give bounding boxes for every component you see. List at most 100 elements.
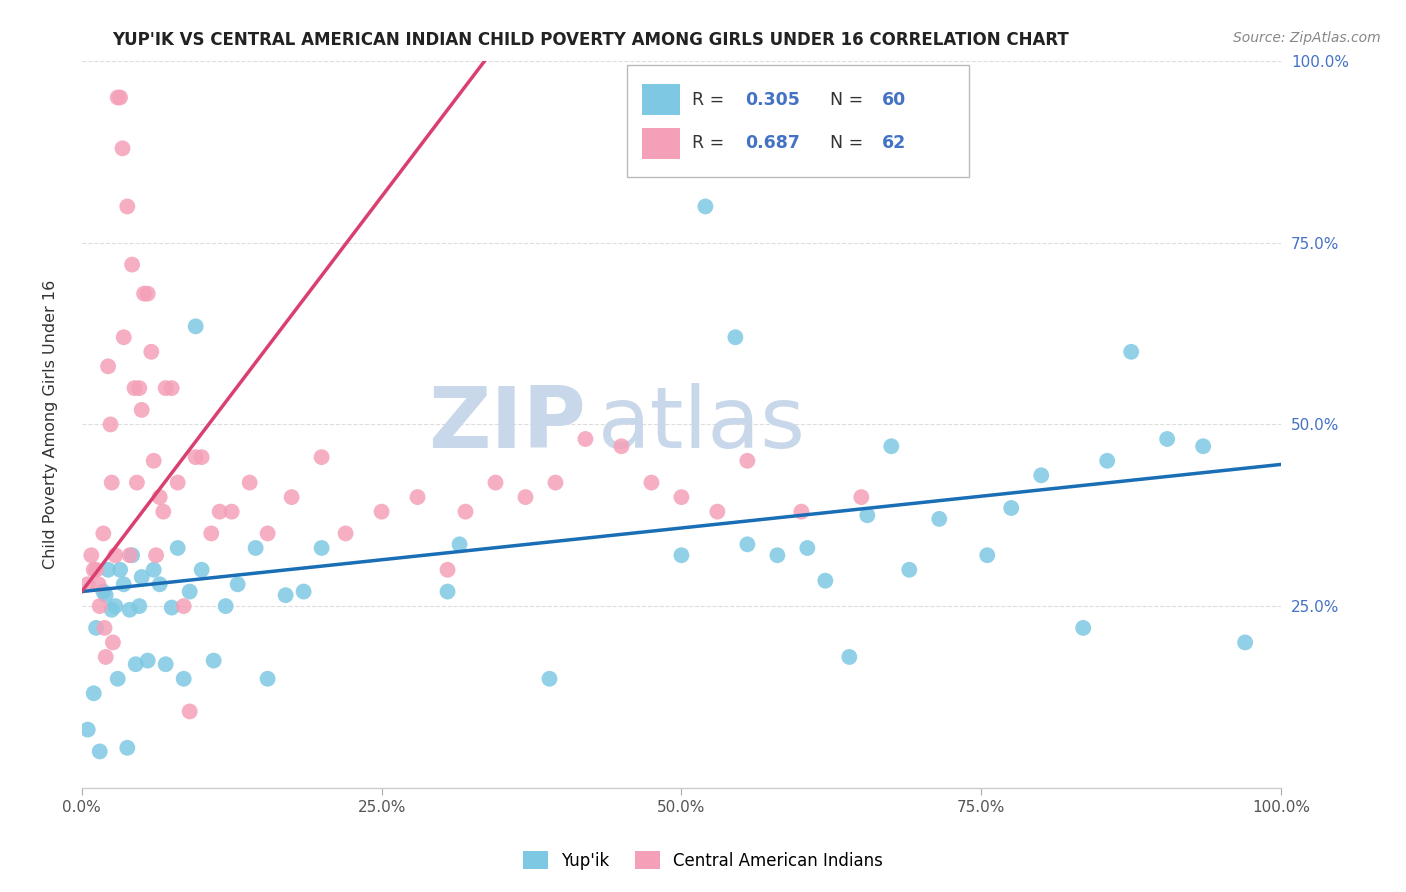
- Point: [107, 672, 129, 686]
- Point: [280, 490, 302, 504]
- Point: [671, 548, 693, 562]
- Point: [724, 330, 747, 344]
- Point: [406, 490, 429, 504]
- Point: [200, 526, 222, 541]
- Point: [132, 286, 155, 301]
- Point: [1156, 432, 1178, 446]
- Point: [108, 563, 131, 577]
- Point: [796, 541, 818, 555]
- Text: Source: ZipAtlas.com: Source: ZipAtlas.com: [1233, 31, 1381, 45]
- Point: [89, 744, 111, 758]
- Point: [160, 381, 183, 395]
- Point: [136, 286, 159, 301]
- Point: [160, 600, 183, 615]
- Point: [117, 740, 139, 755]
- Point: [436, 584, 458, 599]
- Point: [695, 199, 717, 213]
- Y-axis label: Child Poverty Among Girls Under 16: Child Poverty Among Girls Under 16: [44, 280, 58, 569]
- Point: [1095, 454, 1118, 468]
- Point: [100, 417, 122, 432]
- Legend: Yup'ik, Central American Indians: Yup'ik, Central American Indians: [516, 845, 890, 877]
- Text: N =: N =: [830, 91, 869, 109]
- Point: [538, 672, 561, 686]
- Point: [202, 654, 225, 668]
- Point: [311, 541, 333, 555]
- Text: ZIP: ZIP: [427, 383, 585, 466]
- Point: [128, 381, 150, 395]
- Point: [101, 635, 124, 649]
- Text: YUP'IK VS CENTRAL AMERICAN INDIAN CHILD POVERTY AMONG GIRLS UNDER 16 CORRELATION: YUP'IK VS CENTRAL AMERICAN INDIAN CHILD …: [112, 31, 1069, 49]
- Point: [790, 505, 813, 519]
- Text: 0.305: 0.305: [745, 91, 800, 109]
- Text: 62: 62: [882, 135, 905, 153]
- Point: [370, 505, 392, 519]
- Text: R =: R =: [692, 91, 730, 109]
- Point: [83, 686, 105, 700]
- FancyBboxPatch shape: [641, 128, 681, 159]
- Point: [737, 537, 759, 551]
- Point: [1234, 635, 1257, 649]
- Point: [125, 475, 148, 490]
- Point: [166, 541, 188, 555]
- Point: [976, 548, 998, 562]
- Point: [94, 650, 117, 665]
- Point: [1192, 439, 1215, 453]
- Point: [155, 657, 177, 672]
- Text: 0.687: 0.687: [745, 135, 800, 153]
- Point: [449, 537, 471, 551]
- Point: [100, 475, 122, 490]
- Point: [706, 505, 728, 519]
- Point: [142, 454, 165, 468]
- Point: [121, 548, 143, 562]
- Point: [84, 621, 107, 635]
- Point: [245, 541, 267, 555]
- Point: [928, 512, 950, 526]
- Point: [93, 621, 115, 635]
- Point: [484, 475, 506, 490]
- Point: [149, 577, 172, 591]
- Point: [76, 577, 98, 591]
- Point: [515, 490, 537, 504]
- Point: [1121, 344, 1143, 359]
- Point: [83, 563, 105, 577]
- Point: [671, 490, 693, 504]
- Point: [91, 584, 114, 599]
- Point: [454, 505, 477, 519]
- Text: 60: 60: [882, 91, 905, 109]
- Point: [1000, 501, 1022, 516]
- Point: [80, 548, 103, 562]
- Point: [108, 90, 131, 104]
- Point: [112, 330, 135, 344]
- Point: [190, 563, 212, 577]
- Point: [737, 454, 759, 468]
- Point: [610, 439, 633, 453]
- Point: [136, 654, 159, 668]
- Point: [880, 439, 903, 453]
- Point: [898, 563, 921, 577]
- Point: [173, 672, 195, 686]
- Point: [112, 577, 135, 591]
- Point: [104, 548, 127, 562]
- Point: [97, 563, 120, 577]
- Point: [190, 450, 212, 464]
- Point: [274, 588, 297, 602]
- Point: [640, 475, 662, 490]
- Point: [544, 475, 567, 490]
- Point: [107, 90, 129, 104]
- Point: [97, 359, 120, 374]
- Point: [856, 508, 879, 523]
- Point: [173, 599, 195, 613]
- Point: [226, 577, 249, 591]
- Text: atlas: atlas: [598, 383, 806, 466]
- Point: [131, 403, 153, 417]
- Point: [141, 344, 163, 359]
- Point: [118, 548, 141, 562]
- Point: [104, 599, 127, 613]
- Point: [184, 450, 207, 464]
- Point: [142, 563, 165, 577]
- Point: [256, 672, 278, 686]
- Point: [87, 577, 110, 591]
- Point: [100, 603, 122, 617]
- Point: [94, 588, 117, 602]
- FancyBboxPatch shape: [627, 65, 969, 178]
